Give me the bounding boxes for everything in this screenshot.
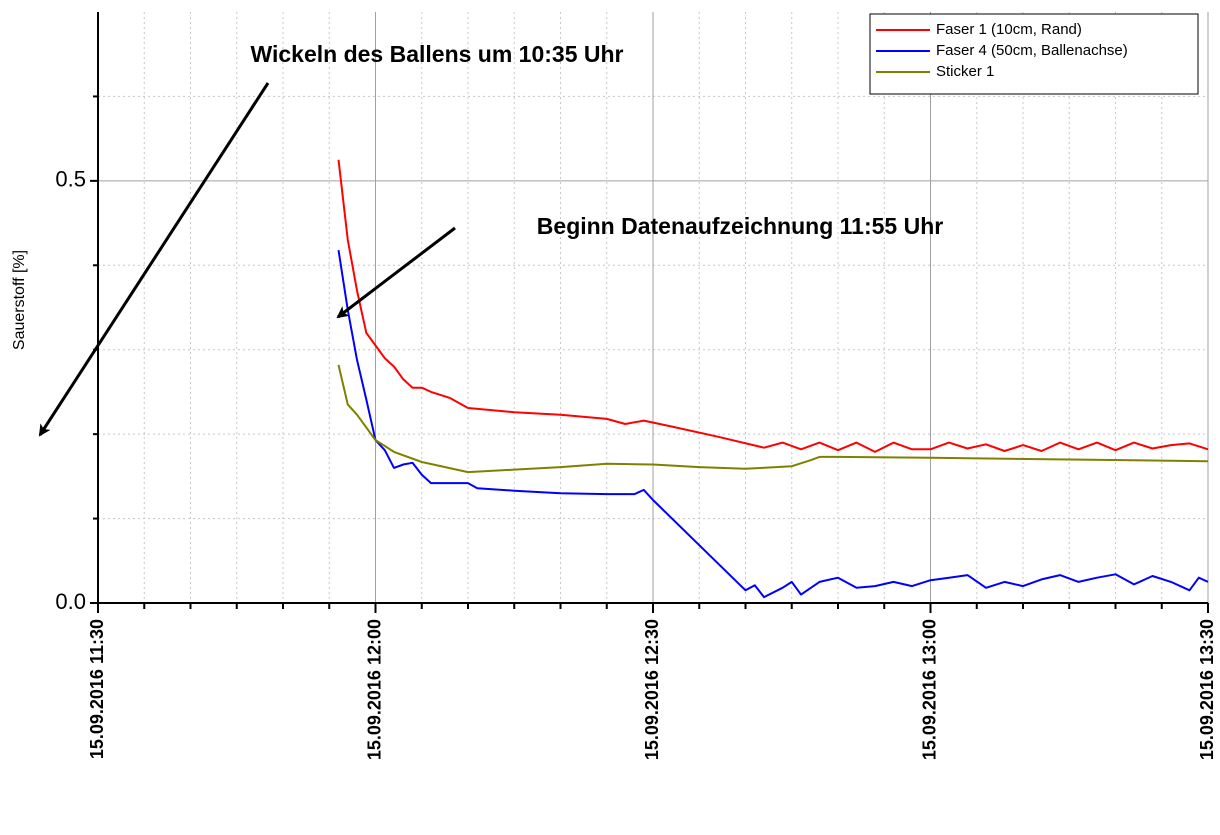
- y-tick-label: 0.5: [55, 167, 86, 192]
- legend-box: [869, 13, 1199, 95]
- legend: Faser 1 (10cm, Rand) Faser 4 (50cm, Balle…: [869, 13, 1199, 95]
- x-tick-label: 15.09.2016 13:00: [919, 619, 939, 760]
- legend-label: Sticker 1: [936, 63, 994, 80]
- annotation: Wickeln des Ballens um 10:35 Uhr: [250, 41, 623, 67]
- lines: [337, 159, 1209, 599]
- legend-label: Faser 1 (10cm, Rand): [936, 21, 1082, 38]
- legend-label: Faser 4 (50cm, Ballenachse): [936, 42, 1128, 59]
- y-axis-title: Sauerstoff [%]: [11, 250, 28, 350]
- series-line: [337, 249, 1209, 599]
- annotation: Beginn Datenaufzeichnung 11:55 Uhr: [537, 213, 943, 239]
- series-line: [337, 159, 1209, 453]
- arrow: [336, 226, 456, 319]
- arrow: [38, 82, 270, 437]
- grid: [97, 12, 1209, 604]
- y-tick-label: 0.0: [55, 589, 86, 614]
- x-tick-label: 15.09.2016 12:30: [642, 619, 662, 760]
- ticks: 0.0 0.5 15.09.2016 11:30 15.09.2016 12:00 15…: [55, 95, 1217, 760]
- x-tick-label: 15.09.2016 12:00: [364, 619, 384, 760]
- x-tick-label: 15.09.2016 13:30: [1197, 619, 1217, 760]
- series-line: [337, 364, 1209, 474]
- x-tick-label: 15.09.2016 11:30: [87, 619, 107, 759]
